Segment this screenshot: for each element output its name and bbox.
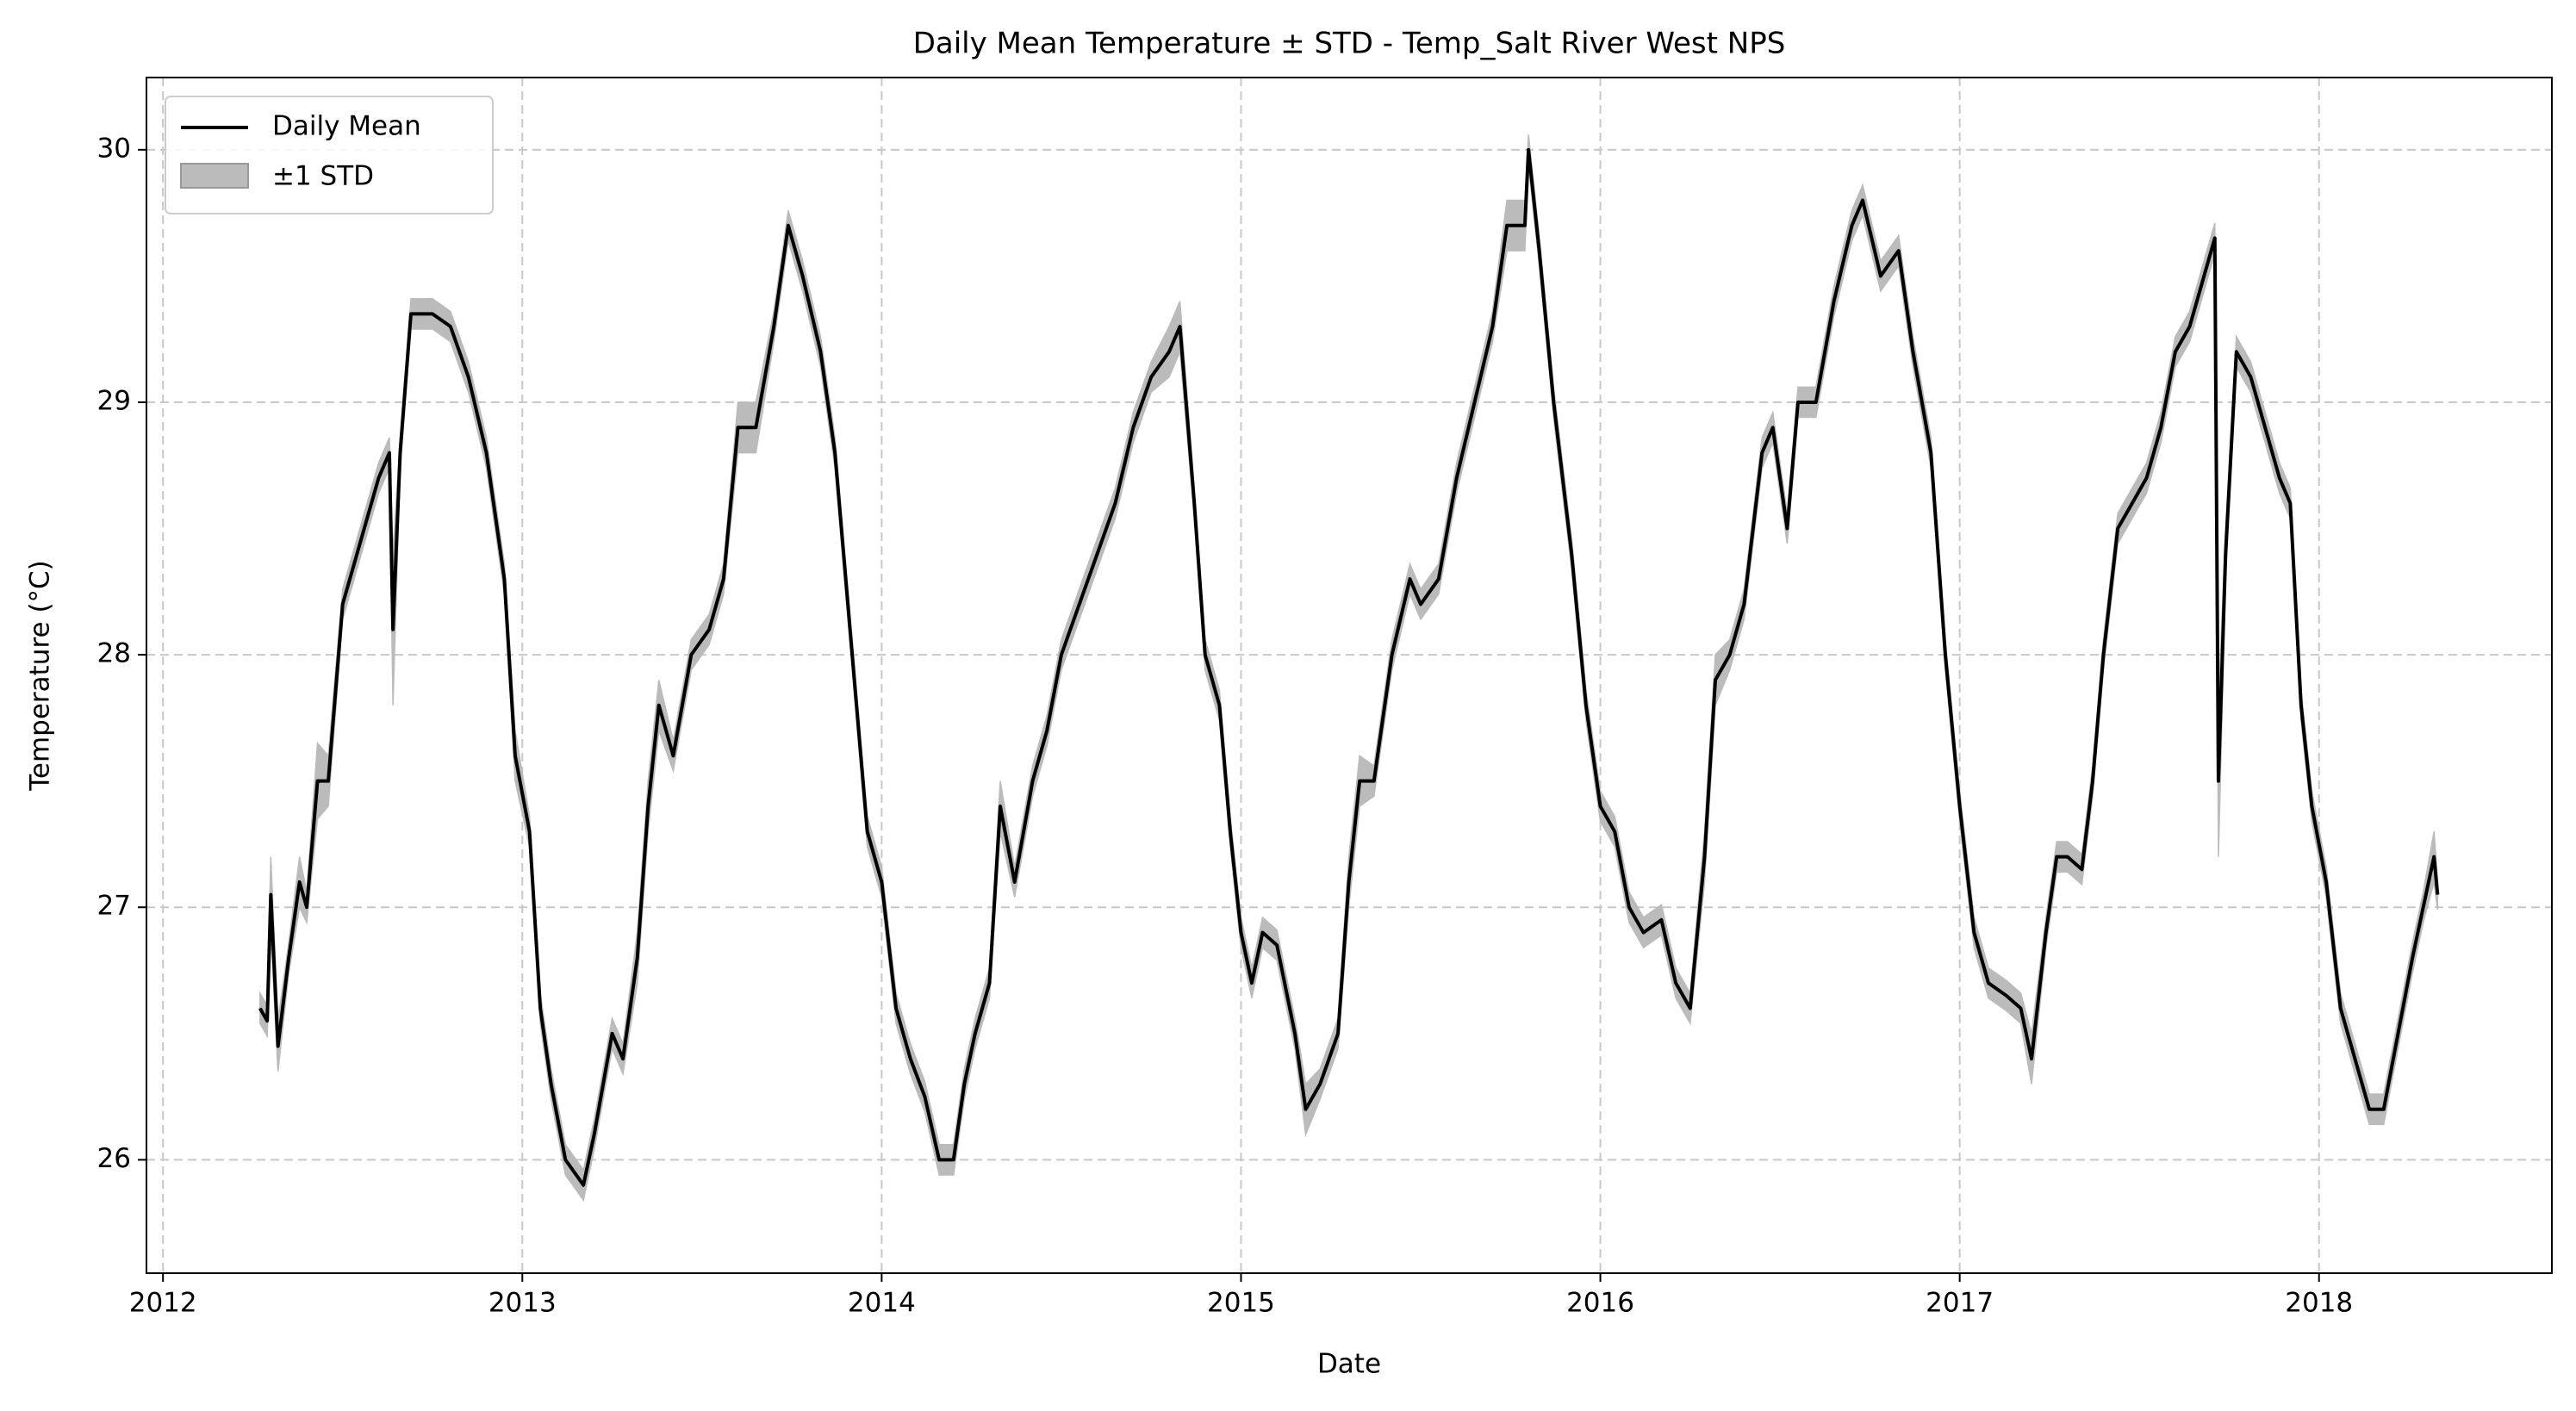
legend-label: ±1 STD [272, 161, 374, 192]
x-tick-label: 2014 [848, 1288, 916, 1319]
x-tick-label: 2015 [1207, 1288, 1275, 1319]
y-tick-label: 26 [97, 1143, 131, 1174]
mean-line [258, 147, 2440, 1187]
x-tick-label: 2018 [2285, 1288, 2353, 1319]
legend-label: Daily Mean [272, 111, 421, 142]
x-axis-label: Date [1317, 1349, 1381, 1380]
y-tick-label: 29 [97, 385, 131, 416]
x-tick-label: 2012 [129, 1288, 197, 1319]
y-axis-label: Temperature (°C) [25, 560, 56, 792]
y-tick-label: 30 [97, 133, 131, 164]
legend-patch [180, 163, 249, 189]
chart-title: Daily Mean Temperature ± STD - Temp_Salt… [913, 27, 1786, 61]
std-band [259, 134, 2439, 1203]
x-tick-label: 2017 [1926, 1288, 1994, 1319]
x-tick-label: 2013 [488, 1288, 557, 1319]
x-tick-label: 2016 [1566, 1288, 1634, 1319]
plot-frame [146, 77, 2553, 1274]
y-tick-label: 28 [97, 638, 131, 669]
y-tick-label: 27 [97, 891, 131, 922]
